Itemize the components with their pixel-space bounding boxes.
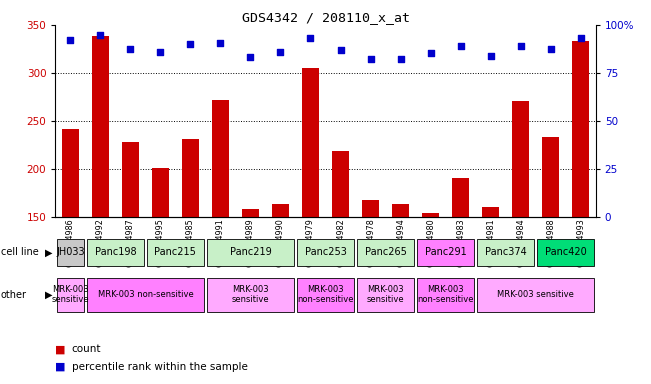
Text: MRK-003
non-sensitive: MRK-003 non-sensitive	[298, 285, 353, 305]
Text: MRK-003
non-sensitive: MRK-003 non-sensitive	[417, 285, 474, 305]
Point	[215, 40, 226, 46]
Bar	[206, 278, 294, 311]
Text: ▶: ▶	[44, 247, 52, 258]
Bar	[417, 239, 475, 266]
Bar	[297, 239, 354, 266]
Point	[575, 35, 586, 41]
Text: ■: ■	[55, 362, 66, 372]
Point	[155, 49, 165, 55]
Point	[395, 56, 406, 62]
Text: MRK-003
sensitive: MRK-003 sensitive	[232, 285, 270, 305]
Point	[456, 43, 466, 49]
Bar	[482, 207, 499, 217]
Text: Panc291: Panc291	[424, 247, 467, 258]
Point	[186, 41, 196, 47]
Bar	[206, 239, 294, 266]
Bar	[477, 278, 594, 311]
Bar	[477, 239, 534, 266]
Bar	[87, 278, 204, 311]
Text: MRK-003
sensitive: MRK-003 sensitive	[51, 285, 89, 305]
Point	[365, 56, 376, 62]
Bar	[452, 178, 469, 217]
Point	[125, 46, 135, 52]
Bar	[87, 239, 144, 266]
Point	[275, 49, 286, 55]
Bar	[357, 278, 414, 311]
Text: MRK-003
sensitive: MRK-003 sensitive	[367, 285, 404, 305]
Bar	[62, 129, 79, 217]
Bar	[512, 101, 529, 217]
Bar	[92, 36, 109, 217]
Text: Panc253: Panc253	[305, 247, 346, 258]
Text: percentile rank within the sample: percentile rank within the sample	[72, 362, 247, 372]
Bar	[122, 142, 139, 217]
Point	[486, 53, 496, 59]
Bar	[302, 68, 319, 217]
Bar	[417, 278, 475, 311]
Bar	[212, 100, 229, 217]
Point	[335, 47, 346, 53]
Text: ■: ■	[55, 344, 66, 354]
Bar	[182, 139, 199, 217]
Text: Panc420: Panc420	[545, 247, 587, 258]
Bar	[362, 200, 379, 217]
Bar	[242, 209, 258, 217]
Text: Panc265: Panc265	[365, 247, 406, 258]
Text: MRK-003 non-sensitive: MRK-003 non-sensitive	[98, 290, 193, 299]
Text: GDS4342 / 208110_x_at: GDS4342 / 208110_x_at	[242, 12, 409, 25]
Point	[95, 31, 105, 38]
Point	[516, 43, 526, 49]
Bar	[146, 239, 204, 266]
Point	[65, 37, 76, 43]
Bar	[332, 151, 349, 217]
Bar	[57, 278, 84, 311]
Bar	[422, 213, 439, 217]
Bar	[297, 278, 354, 311]
Text: Panc219: Panc219	[230, 247, 271, 258]
Bar	[537, 239, 594, 266]
Bar	[572, 41, 589, 217]
Bar	[272, 205, 289, 217]
Bar	[152, 168, 169, 217]
Text: count: count	[72, 344, 101, 354]
Text: MRK-003 sensitive: MRK-003 sensitive	[497, 290, 574, 299]
Text: ▶: ▶	[44, 290, 52, 300]
Bar	[57, 239, 84, 266]
Text: other: other	[1, 290, 27, 300]
Text: Panc215: Panc215	[154, 247, 197, 258]
Point	[425, 50, 436, 56]
Point	[245, 54, 256, 60]
Text: Panc198: Panc198	[94, 247, 136, 258]
Bar	[357, 239, 414, 266]
Bar	[393, 205, 409, 217]
Text: Panc374: Panc374	[485, 247, 527, 258]
Bar	[542, 137, 559, 217]
Text: cell line: cell line	[1, 247, 38, 258]
Point	[305, 35, 316, 41]
Text: JH033: JH033	[56, 247, 85, 258]
Point	[546, 46, 556, 52]
